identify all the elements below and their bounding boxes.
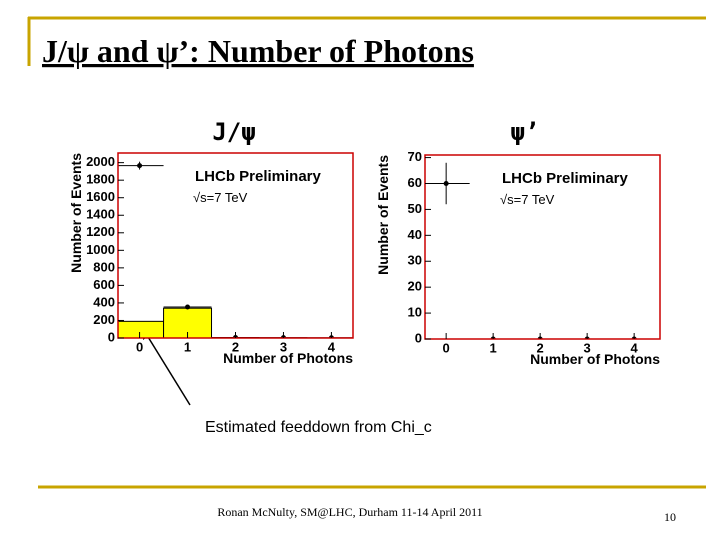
y-axis-label: Number of Events (68, 153, 84, 273)
y-tick-label: 400 (93, 294, 115, 309)
chart-title: J/ψ (212, 118, 255, 146)
y-tick-label: 60 (408, 175, 422, 190)
slide-title: J/ψ and ψ’: Number of Photons (42, 33, 474, 69)
x-axis-label: Number of Photons (223, 350, 353, 366)
x-tick-label: 4 (328, 339, 336, 354)
frame (424, 154, 661, 340)
data-point (443, 181, 449, 187)
y-tick-label: 20 (408, 279, 422, 294)
plot-area (425, 162, 658, 339)
footer: Ronan McNulty, SM@LHC, Durham 11-14 Apri… (217, 505, 482, 519)
x-tick-label: 0 (136, 339, 143, 354)
y-tick-label: 40 (408, 227, 422, 242)
x-tick-label: 2 (537, 340, 544, 355)
y-tick-label: 1400 (86, 207, 115, 222)
y-tick-label: 1600 (86, 189, 115, 204)
y-axis-label: Number of Events (375, 155, 391, 275)
x-tick-label: 0 (443, 340, 450, 355)
x-tick-label: 1 (184, 339, 191, 354)
y-tick-label: 600 (93, 277, 115, 292)
annotation-energy: √s=7 TeV (500, 192, 555, 207)
y-tick-label: 70 (408, 149, 422, 164)
annotation: Estimated feeddown from Chi_c (205, 419, 432, 436)
x-tick-label: 1 (490, 340, 497, 355)
annotation-lhcb: LHCb Preliminary (195, 168, 322, 185)
data-point (137, 163, 143, 169)
annotation-lhcb: LHCb Preliminary (502, 170, 629, 187)
arrow (144, 331, 191, 406)
x-tick-label: 3 (280, 339, 287, 354)
y-tick-label: 1800 (86, 172, 115, 187)
plot-area (118, 161, 353, 338)
x-tick-label: 4 (631, 340, 639, 355)
y-tick-label: 800 (93, 259, 115, 274)
y-tick-label: 0 (415, 330, 422, 345)
x-tick-label: 3 (584, 340, 591, 355)
x-tick-label: 2 (232, 339, 239, 354)
data-point (185, 304, 191, 310)
y-tick-label: 200 (93, 312, 115, 327)
chart-title: ψ’ (511, 118, 540, 146)
y-tick-label: 1200 (86, 224, 115, 239)
annotation-energy: √s=7 TeV (193, 190, 248, 205)
y-tick-label: 1000 (86, 242, 115, 257)
page-number: 10 (664, 510, 676, 524)
y-tick-label: 50 (408, 201, 422, 216)
y-tick-label: 30 (408, 253, 422, 268)
x-axis-label: Number of Photons (530, 351, 660, 367)
y-tick-label: 2000 (86, 154, 115, 169)
y-tick-label: 10 (408, 305, 422, 320)
y-tick-label: 0 (108, 329, 115, 344)
